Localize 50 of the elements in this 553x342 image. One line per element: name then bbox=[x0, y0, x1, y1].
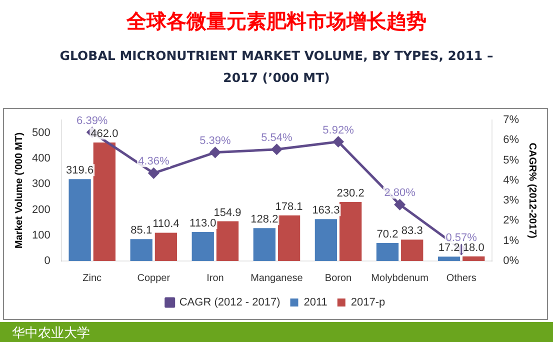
y2-tick-label: 6% bbox=[503, 134, 520, 146]
legend-label: CAGR (2012 - 2017) bbox=[179, 296, 280, 309]
data-label: 4.36% bbox=[138, 156, 170, 168]
x-tick-label: Iron bbox=[206, 272, 224, 284]
y-tick-label: 300 bbox=[32, 178, 50, 190]
y-tick-label: 100 bbox=[32, 229, 50, 242]
data-label: 6.39% bbox=[76, 114, 108, 127]
y-tick-label: 200 bbox=[32, 204, 50, 216]
x-tick-label: Others bbox=[446, 272, 476, 284]
y2-tick-label: 4% bbox=[503, 174, 520, 186]
x-tick-label: Boron bbox=[324, 272, 352, 284]
data-label: 17.2 bbox=[438, 242, 460, 254]
x-tick-label: Molybdenum bbox=[371, 272, 428, 284]
legend-label: 2017-p bbox=[350, 296, 386, 309]
data-label: 2.80% bbox=[384, 187, 416, 200]
y-tick-label: 400 bbox=[32, 152, 50, 164]
data-label: 462.0 bbox=[90, 128, 118, 140]
x-tick-label: Manganese bbox=[250, 272, 304, 284]
data-label: 110.4 bbox=[152, 218, 180, 230]
y2-axis-title: CAGR% (2012-2017) bbox=[526, 142, 538, 238]
data-label: 230.2 bbox=[336, 188, 364, 200]
y2-tick-label: 5% bbox=[503, 154, 520, 166]
data-label: 128.2 bbox=[250, 214, 278, 226]
data-label: 178.1 bbox=[275, 200, 303, 213]
data-label: 5.92% bbox=[322, 124, 354, 136]
data-label: 18.0 bbox=[462, 242, 484, 254]
chart-subtitle: GLOBAL MICRONUTRIENT MARKET VOLUME, BY TYPES, 2011 – 2017 (’000 MT) bbox=[58, 47, 494, 87]
text: 华中农业大学 bbox=[12, 326, 90, 341]
x-tick-label: Zinc bbox=[82, 272, 102, 284]
chart-title: 全球各微量元素肥料市场增长趋势 bbox=[125, 8, 428, 35]
data-label: 319.6 bbox=[66, 164, 94, 177]
x-tick-label: Copper bbox=[137, 272, 171, 284]
y2-tick-label: 3% bbox=[503, 194, 520, 207]
y-tick-label: 500 bbox=[32, 126, 50, 139]
data-label: 5.39% bbox=[200, 134, 231, 147]
data-label: 85.1 bbox=[130, 224, 152, 237]
data-label: 5.54% bbox=[261, 132, 293, 144]
data-label: 154.9 bbox=[214, 206, 242, 219]
y2-tick-label: 1% bbox=[503, 234, 520, 247]
data-label: 0.57% bbox=[446, 232, 478, 244]
y2-tick-label: 7% bbox=[503, 114, 520, 126]
data-label: 70.2 bbox=[376, 228, 398, 241]
data-label: 113.0 bbox=[190, 218, 216, 230]
legend-label: 2011 bbox=[304, 296, 328, 309]
data-label: 163.3 bbox=[312, 204, 340, 217]
data-label: 83.3 bbox=[401, 225, 423, 238]
y2-tick-label: 2% bbox=[503, 214, 520, 227]
y2-tick-label: 0% bbox=[503, 255, 520, 268]
y-axis-title: Market Volume ('000 MT) bbox=[14, 132, 25, 249]
y-tick-label: 0 bbox=[44, 255, 50, 268]
